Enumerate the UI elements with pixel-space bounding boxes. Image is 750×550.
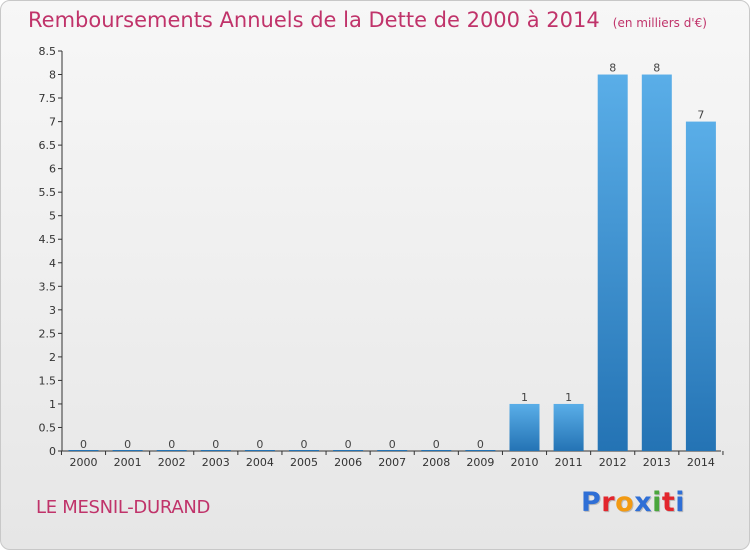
y-tick-label: 4 bbox=[49, 257, 56, 270]
x-tick-label: 2003 bbox=[202, 456, 230, 469]
data-label: 0 bbox=[301, 438, 308, 451]
x-tick-label: 2008 bbox=[422, 456, 450, 469]
x-tick-label: 2011 bbox=[555, 456, 583, 469]
x-tick-label: 2006 bbox=[334, 456, 362, 469]
bar bbox=[597, 74, 628, 451]
axes: 0 0.5 1 1.5 2 2.5 3 3.5 4 4.5 5 5.5 6 6.5 7 7.5 8 8.5 2000… bbox=[39, 45, 724, 469]
bar bbox=[685, 121, 716, 452]
x-tick-label: 2005 bbox=[290, 456, 318, 469]
x-tick-label: 2007 bbox=[378, 456, 406, 469]
y-tick-label: 5.5 bbox=[39, 186, 57, 199]
y-tick-label: 1 bbox=[49, 398, 56, 411]
y-tick-label: 3 bbox=[49, 304, 56, 317]
chart-unit: (en milliers d'€) bbox=[612, 16, 707, 30]
data-label: 8 bbox=[653, 62, 660, 75]
y-tick-label: 8.5 bbox=[39, 45, 57, 58]
chart-title: Remboursements Annuels de la Dette de 20… bbox=[28, 8, 707, 32]
data-label: 0 bbox=[477, 438, 484, 451]
bars bbox=[68, 74, 716, 452]
x-tick-label: 2012 bbox=[599, 456, 627, 469]
x-tick-label: 2010 bbox=[511, 456, 539, 469]
y-tick-label: 7.5 bbox=[39, 92, 57, 105]
y-tick-label: 0 bbox=[49, 445, 56, 458]
bar bbox=[553, 403, 584, 451]
data-label: 0 bbox=[256, 438, 263, 451]
data-label: 0 bbox=[212, 438, 219, 451]
x-tick-label: 2014 bbox=[687, 456, 715, 469]
y-tick-label: 6 bbox=[49, 163, 56, 176]
y-tick-label: 5 bbox=[49, 210, 56, 223]
y-tick-label: 2 bbox=[49, 351, 56, 364]
data-label: 1 bbox=[565, 391, 572, 404]
chart-title-main: Remboursements Annuels de la Dette de 20… bbox=[28, 8, 600, 32]
y-tick-label: 4.5 bbox=[39, 233, 57, 246]
bar bbox=[641, 74, 672, 451]
data-label: 1 bbox=[521, 391, 528, 404]
data-label: 7 bbox=[697, 109, 704, 122]
y-tick-label: 1.5 bbox=[39, 374, 57, 387]
data-label: 0 bbox=[80, 438, 87, 451]
x-tick-label: 2000 bbox=[70, 456, 98, 469]
bar bbox=[509, 403, 540, 451]
y-tick-label: 0.5 bbox=[39, 421, 57, 434]
data-label: 0 bbox=[389, 438, 396, 451]
y-tick-label: 6.5 bbox=[39, 139, 57, 152]
data-label: 8 bbox=[609, 62, 616, 75]
x-tick-label: 2004 bbox=[246, 456, 274, 469]
proxiti-logo: Proxiti bbox=[581, 487, 686, 518]
data-label: 0 bbox=[433, 438, 440, 451]
data-label: 0 bbox=[168, 438, 175, 451]
data-label: 0 bbox=[124, 438, 131, 451]
x-tick-label: 2013 bbox=[643, 456, 671, 469]
x-tick-label: 2002 bbox=[158, 456, 186, 469]
labels: 0 0 0 0 0 0 0 0 0 0 1 1 8 8 7 bbox=[80, 62, 704, 451]
y-tick-label: 2.5 bbox=[39, 327, 57, 340]
data-label: 0 bbox=[345, 438, 352, 451]
commune-name: LE MESNIL-DURAND bbox=[36, 497, 211, 518]
x-tick-label: 2009 bbox=[466, 456, 494, 469]
y-tick-label: 7 bbox=[49, 116, 56, 129]
y-tick-label: 8 bbox=[49, 69, 56, 82]
x-tick-label: 2001 bbox=[114, 456, 142, 469]
y-tick-label: 3.5 bbox=[39, 280, 57, 293]
